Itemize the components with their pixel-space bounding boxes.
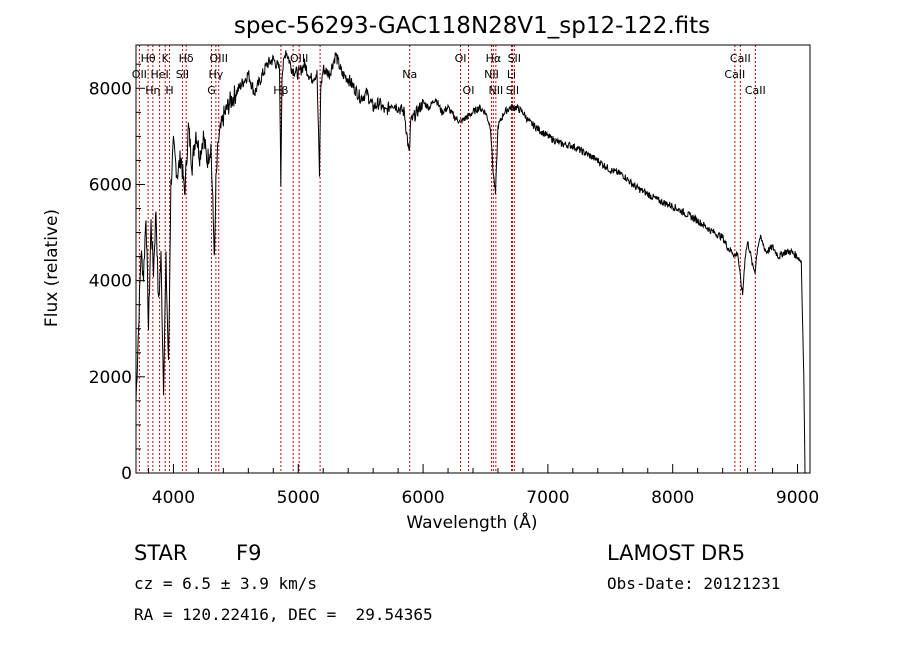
marker-label-13: Na	[402, 68, 417, 81]
y-tick-label-2: 4000	[89, 272, 132, 292]
line-marker-labels: Hθ K Hδ OIII OIII OI Hα SII CaII OII HeI SII Hγ Na NII…	[132, 52, 766, 97]
marker-label-11: SII	[176, 68, 189, 81]
marker-label-5: OI	[455, 52, 467, 65]
marker-label-0: Hθ	[141, 52, 156, 65]
marker-label-12: Hγ	[208, 68, 223, 81]
marker-label-18: H	[165, 84, 173, 97]
line-markers	[138, 45, 756, 473]
spectrum-line	[135, 50, 806, 474]
chart-title: spec-56293-GAC118N28V1_sp12-122.fits	[234, 13, 710, 39]
x-tick-label-2: 6000	[401, 488, 444, 508]
x-tick-label-4: 8000	[651, 488, 694, 508]
marker-label-7: SII	[508, 52, 521, 65]
y-tick-label-1: 2000	[89, 368, 132, 388]
redshift-velocity: cz = 6.5 ± 3.9 km/s	[134, 574, 318, 593]
marker-label-15: Li	[507, 68, 516, 81]
marker-label-21: OI	[463, 84, 475, 97]
marker-label-9: OII	[132, 68, 147, 81]
marker-label-24: CaII	[745, 84, 766, 97]
x-axis-ticks: 4000 5000 6000 7000 8000 9000	[147, 464, 819, 508]
marker-label-17: Hη	[145, 84, 160, 97]
y-axis-ticks: 0 2000 4000 6000 8000	[89, 63, 145, 484]
marker-label-1: K	[162, 52, 170, 65]
x-axis-label: Wavelength (Å)	[406, 511, 537, 533]
marker-label-20: Hβ	[273, 84, 288, 97]
marker-label-8: CaII	[730, 52, 751, 65]
marker-label-2: Hδ	[179, 52, 194, 65]
x-tick-label-0: 4000	[152, 488, 195, 508]
marker-label-22: NII	[488, 84, 503, 97]
survey-name: LAMOST DR5	[607, 541, 746, 565]
object-subclass: F9	[236, 541, 262, 565]
marker-label-19: G	[207, 84, 216, 97]
marker-label-3: OIII	[210, 52, 228, 65]
marker-label-16: CaII	[724, 68, 745, 81]
marker-label-14: NII	[484, 68, 499, 81]
x-tick-label-5: 9000	[776, 488, 819, 508]
object-class: STAR	[134, 541, 188, 565]
marker-label-10: HeI	[150, 68, 168, 81]
marker-label-4: OIII	[290, 52, 308, 65]
observation-date: Obs-Date: 20121231	[607, 574, 781, 593]
y-axis-label: Flux (relative)	[42, 209, 62, 327]
coordinates: RA = 120.22416, DEC = 29.54365	[134, 605, 433, 624]
x-tick-label-3: 7000	[526, 488, 569, 508]
marker-label-23: SII	[506, 84, 519, 97]
y-tick-label-0: 0	[121, 464, 132, 484]
y-tick-label-3: 6000	[89, 175, 132, 195]
x-tick-label-1: 5000	[277, 488, 320, 508]
marker-label-6: Hα	[486, 52, 502, 65]
y-tick-label-4: 8000	[89, 79, 132, 99]
